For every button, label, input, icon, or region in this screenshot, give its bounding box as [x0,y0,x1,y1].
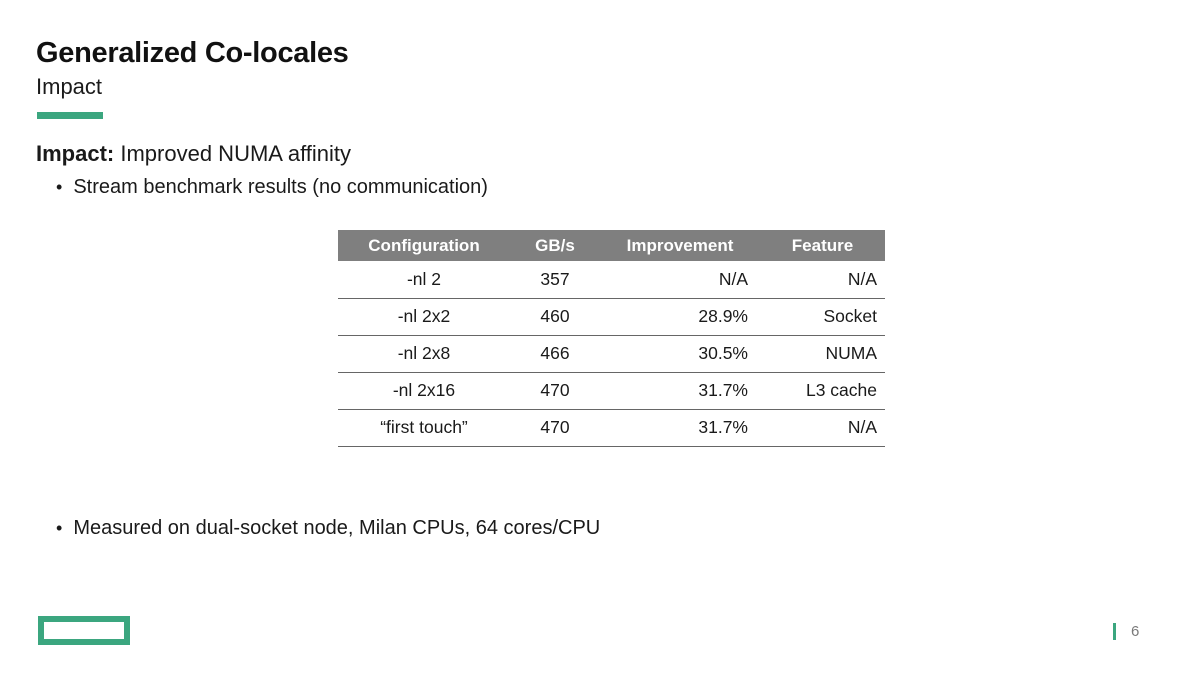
bullet-text: Stream benchmark results (no communicati… [73,176,488,198]
impact-heading: Impact: Improved NUMA affinity [36,141,351,167]
table-row: -nl 2x16 470 31.7% L3 cache [338,372,885,410]
slide-subtitle: Impact [36,74,103,99]
cell-configuration: -nl 2x16 [338,372,510,410]
cell-configuration: -nl 2 [338,261,510,299]
table-row: -nl 2 357 N/A N/A [338,261,885,299]
results-table: Configuration GB/s Improvement Feature -… [338,230,885,447]
title-accent-bar [37,112,103,119]
column-header-gbs: GB/s [510,230,600,261]
bullet-text: Measured on dual-socket node, Milan CPUs… [73,517,601,539]
table-row: -nl 2x2 460 28.9% Socket [338,298,885,336]
cell-improvement: N/A [600,261,760,299]
page-accent-bar [1113,623,1116,640]
page-marker: 6 [1113,623,1139,640]
cell-configuration: -nl 2x8 [338,335,510,373]
table-header-row: Configuration GB/s Improvement Feature [338,230,885,261]
cell-improvement: 30.5% [600,335,760,373]
bullet-icon: • [56,177,63,197]
cell-configuration: “first touch” [338,409,510,447]
cell-gbs: 357 [510,261,600,299]
table-row: “first touch” 470 31.7% N/A [338,409,885,447]
cell-feature: Socket [760,298,885,336]
cell-feature: N/A [760,409,885,447]
cell-configuration: -nl 2x2 [338,298,510,336]
cell-improvement: 31.7% [600,372,760,410]
bullet-item-measured-on: • Measured on dual-socket node, Milan CP… [56,516,600,541]
table-row: -nl 2x8 466 30.5% NUMA [338,335,885,373]
hpe-logo [38,616,130,645]
bullet-item-stream-results: • Stream benchmark results (no communica… [56,175,488,200]
page-number: 6 [1131,623,1140,640]
column-header-feature: Feature [760,230,885,261]
cell-gbs: 460 [510,298,600,336]
impact-text: Improved NUMA affinity [114,141,352,166]
column-header-improvement: Improvement [600,230,760,261]
cell-feature: L3 cache [760,372,885,410]
cell-feature: N/A [760,261,885,299]
impact-label: Impact: [36,141,115,166]
column-header-configuration: Configuration [338,230,510,261]
cell-feature: NUMA [760,335,885,373]
cell-gbs: 470 [510,409,600,447]
slide-title: Generalized Co-locales [36,37,349,69]
cell-improvement: 28.9% [600,298,760,336]
cell-gbs: 470 [510,372,600,410]
bullet-icon: • [56,518,63,538]
cell-improvement: 31.7% [600,409,760,447]
cell-gbs: 466 [510,335,600,373]
